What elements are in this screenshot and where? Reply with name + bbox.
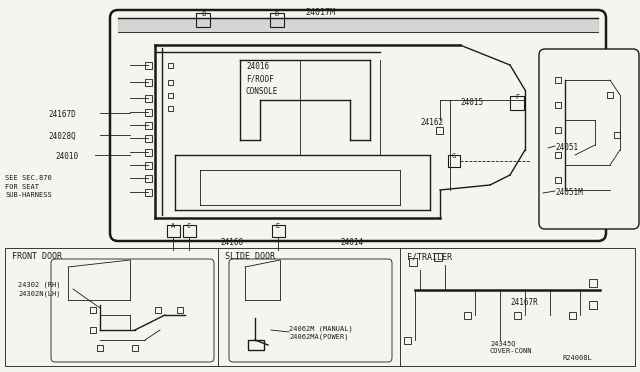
Text: 24015: 24015: [460, 98, 483, 107]
FancyBboxPatch shape: [110, 10, 606, 241]
Bar: [167, 225, 180, 237]
Bar: [555, 152, 561, 158]
Text: SEE SEC.870
FOR SEAT
SUB-HARNESS: SEE SEC.870 FOR SEAT SUB-HARNESS: [5, 175, 52, 198]
Text: FRONT DOOR: FRONT DOOR: [12, 252, 62, 261]
Bar: [145, 161, 152, 169]
Bar: [145, 94, 152, 102]
Bar: [570, 311, 577, 318]
Bar: [555, 177, 561, 183]
FancyBboxPatch shape: [539, 49, 639, 229]
FancyBboxPatch shape: [51, 259, 214, 362]
Bar: [589, 279, 597, 287]
Text: F/TRAILER: F/TRAILER: [407, 252, 452, 261]
Text: C: C: [187, 223, 191, 229]
Text: 24051M: 24051M: [555, 188, 583, 197]
Text: 24016
F/ROOF
CONSOLE: 24016 F/ROOF CONSOLE: [246, 62, 278, 96]
Bar: [248, 340, 264, 350]
Text: 24167R: 24167R: [510, 298, 538, 307]
Bar: [168, 106, 173, 110]
Bar: [183, 225, 196, 237]
Text: 24062M (MANUAL)
24062MA(POWER): 24062M (MANUAL) 24062MA(POWER): [289, 325, 353, 340]
Bar: [270, 13, 284, 27]
Bar: [555, 77, 561, 83]
Text: 24051: 24051: [555, 143, 578, 152]
Bar: [436, 126, 444, 134]
Bar: [145, 109, 152, 115]
Text: SLIDE DOOR: SLIDE DOOR: [225, 252, 275, 261]
Text: 24017M: 24017M: [305, 8, 335, 17]
Text: G: G: [452, 153, 456, 159]
Bar: [177, 307, 183, 313]
Bar: [168, 80, 173, 84]
Bar: [145, 189, 152, 196]
Bar: [90, 307, 96, 313]
Text: 24028Q: 24028Q: [48, 132, 76, 141]
Text: 24345Q
COVER-CONN: 24345Q COVER-CONN: [490, 340, 532, 354]
Bar: [145, 174, 152, 182]
Text: D: D: [275, 11, 279, 17]
Bar: [555, 127, 561, 133]
Text: F: F: [515, 94, 519, 100]
Text: B: B: [201, 11, 205, 17]
Bar: [145, 61, 152, 68]
Bar: [555, 102, 561, 108]
Text: 24302 (RH)
24302N(LH): 24302 (RH) 24302N(LH): [18, 282, 61, 297]
Bar: [5, 248, 635, 366]
FancyBboxPatch shape: [229, 259, 392, 362]
Text: R24008L: R24008L: [563, 355, 592, 361]
Text: E: E: [276, 223, 280, 229]
Bar: [589, 301, 597, 309]
Bar: [515, 311, 522, 318]
Text: 24167D: 24167D: [48, 110, 76, 119]
Bar: [404, 337, 412, 343]
Text: 24014: 24014: [340, 238, 363, 247]
Bar: [168, 62, 173, 67]
Bar: [434, 253, 442, 261]
Bar: [155, 307, 161, 313]
Bar: [272, 225, 285, 237]
Bar: [409, 258, 417, 266]
Bar: [614, 132, 620, 138]
Bar: [607, 92, 613, 98]
Text: 24162: 24162: [420, 118, 443, 127]
Bar: [132, 345, 138, 351]
Text: 24160: 24160: [220, 238, 243, 247]
Bar: [145, 122, 152, 128]
Bar: [145, 148, 152, 155]
Bar: [510, 96, 524, 110]
Bar: [97, 345, 103, 351]
Bar: [448, 155, 460, 167]
Bar: [196, 13, 210, 27]
Bar: [168, 93, 173, 97]
Bar: [145, 78, 152, 86]
Bar: [90, 327, 96, 333]
Text: 24010: 24010: [55, 152, 78, 161]
Bar: [145, 135, 152, 141]
Text: A: A: [171, 223, 175, 229]
Bar: [465, 311, 472, 318]
